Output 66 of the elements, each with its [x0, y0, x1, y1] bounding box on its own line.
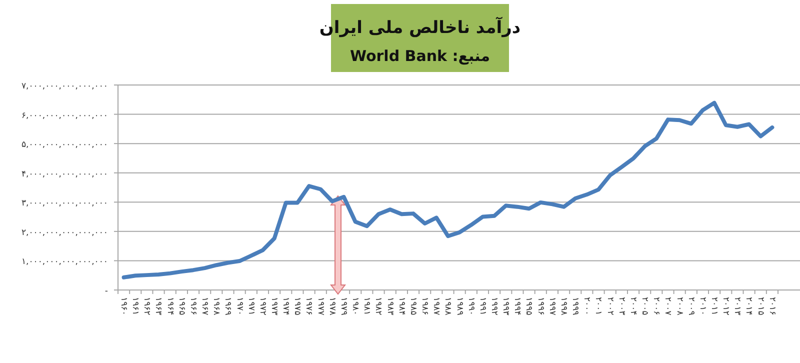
- x-tick-label: ۱۹۸۲: [373, 297, 384, 316]
- x-tick-label: ۱۹۷۲: [257, 297, 268, 316]
- y-tick-label: ۳,۰۰۰,۰۰۰,۰۰۰,۰۰۰,۰۰۰: [21, 198, 108, 209]
- x-tick-label: ۱۹۷۷: [315, 297, 326, 316]
- y-tick-label: ۷,۰۰۰,۰۰۰,۰۰۰,۰۰۰,۰۰۰: [21, 82, 108, 92]
- x-tick-label: ۲۰۱۴: [744, 297, 754, 316]
- x-tick-label: ۲۰۰۰: [582, 297, 592, 316]
- x-tick-label: ۱۹۸۴: [396, 297, 406, 316]
- x-tick-label: ۱۹۷۹: [338, 297, 348, 316]
- x-tick-label: ۲۰۰۱: [593, 297, 604, 316]
- x-tick-label: ۱۹۶۵: [176, 297, 186, 316]
- x-tick-label: ۱۹۹۳: [500, 297, 511, 316]
- x-tick-label: ۲۰۱۶: [766, 297, 777, 316]
- x-tick-label: ۱۹۷۸: [326, 297, 337, 316]
- x-tick-label: ۱۹۶۸: [211, 297, 222, 316]
- x-tick-label: ۱۹۹۲: [488, 297, 499, 316]
- x-tick-label: ۱۹۸۳: [384, 297, 395, 316]
- x-tick-label: ۱۹۶۹: [222, 297, 233, 316]
- x-tick-label: ۲۰۰۳: [616, 297, 626, 316]
- y-tick-label: ۴,۰۰۰,۰۰۰,۰۰۰,۰۰۰,۰۰۰: [21, 169, 108, 180]
- x-tick-label: ۲۰۱۰: [697, 297, 708, 316]
- x-tick-label: ۲۰۱۵: [755, 297, 766, 316]
- x-tick-label: ۱۹۸۸: [442, 297, 453, 316]
- x-tick-label: ۱۹۶۷: [200, 297, 210, 316]
- x-tick-label: ۲۰۰۲: [604, 297, 615, 316]
- x-tick-label: ۱۹۷۰: [234, 297, 244, 316]
- x-tick-label: ۲۰۰۷: [662, 297, 673, 316]
- y-tick-label: ۵,۰۰۰,۰۰۰,۰۰۰,۰۰۰,۰۰۰: [21, 140, 108, 150]
- x-tick-label: ۱۹۶۴: [164, 297, 175, 316]
- y-tick-label: ۱,۰۰۰,۰۰۰,۰۰۰,۰۰۰,۰۰۰: [21, 257, 108, 268]
- x-tick-label: ۱۹۸۷: [431, 297, 442, 316]
- x-tick-label: ۱۹۶۰: [118, 297, 128, 316]
- x-tick-label: ۱۹۸۵: [408, 297, 418, 316]
- x-tick-label: ۱۹۷۶: [304, 297, 314, 316]
- x-tick-label: ۲۰۰۸: [674, 297, 684, 316]
- x-tick-label: ۱۹۷۳: [268, 297, 279, 316]
- x-tick-label: ۱۹۶۳: [153, 297, 164, 316]
- x-tick-label: ۱۹۹۷: [546, 297, 557, 316]
- x-tick-label: ۲۰۰۶: [651, 297, 662, 316]
- x-tick-label: ۱۹۶۲: [142, 297, 152, 316]
- x-tick-label: ۱۹۹۵: [524, 297, 534, 316]
- x-tick-label: ۱۹۹۴: [512, 297, 522, 316]
- x-tick-label: ۱۹۹۸: [558, 297, 568, 316]
- chart-subtitle: منبع: World Bank: [350, 47, 490, 65]
- x-tick-label: ۲۰۱۲: [720, 297, 731, 316]
- y-tick-label: ۶,۰۰۰,۰۰۰,۰۰۰,۰۰۰,۰۰۰: [21, 110, 108, 121]
- x-tick-label: ۲۰۱۳: [732, 297, 742, 316]
- x-tick-label: ۱۹۶۶: [188, 297, 198, 316]
- x-tick-label: ۱۹۷۴: [280, 297, 291, 316]
- y-tick-label: -: [104, 286, 108, 296]
- x-tick-label: ۱۹۷۱: [246, 297, 256, 316]
- x-tick-label: ۱۹۹۹: [570, 297, 580, 316]
- x-tick-label: ۱۹۸۹: [454, 297, 464, 316]
- x-tick-label: ۲۰۰۴: [628, 297, 638, 316]
- x-tick-label: ۲۰۰۵: [640, 297, 650, 316]
- x-tick-label: ۲۰۱۱: [708, 297, 719, 316]
- x-tick-label: ۲۰۰۹: [686, 297, 696, 316]
- x-tick-label: ۱۹۷۵: [292, 297, 302, 316]
- x-tick-label: ۱۹۹۱: [477, 297, 488, 316]
- x-tick-label: ۱۹۸۱: [362, 297, 372, 316]
- y-tick-label: ۲,۰۰۰,۰۰۰,۰۰۰,۰۰۰,۰۰۰: [21, 228, 108, 238]
- x-tick-label: ۱۹۹۶: [535, 297, 546, 316]
- x-tick-label: ۱۹۸۰: [350, 297, 360, 316]
- x-tick-label: ۱۹۸۶: [420, 297, 430, 316]
- x-tick-label: ۱۹۹۰: [466, 297, 476, 316]
- x-tick-label: ۱۹۶۱: [130, 297, 140, 316]
